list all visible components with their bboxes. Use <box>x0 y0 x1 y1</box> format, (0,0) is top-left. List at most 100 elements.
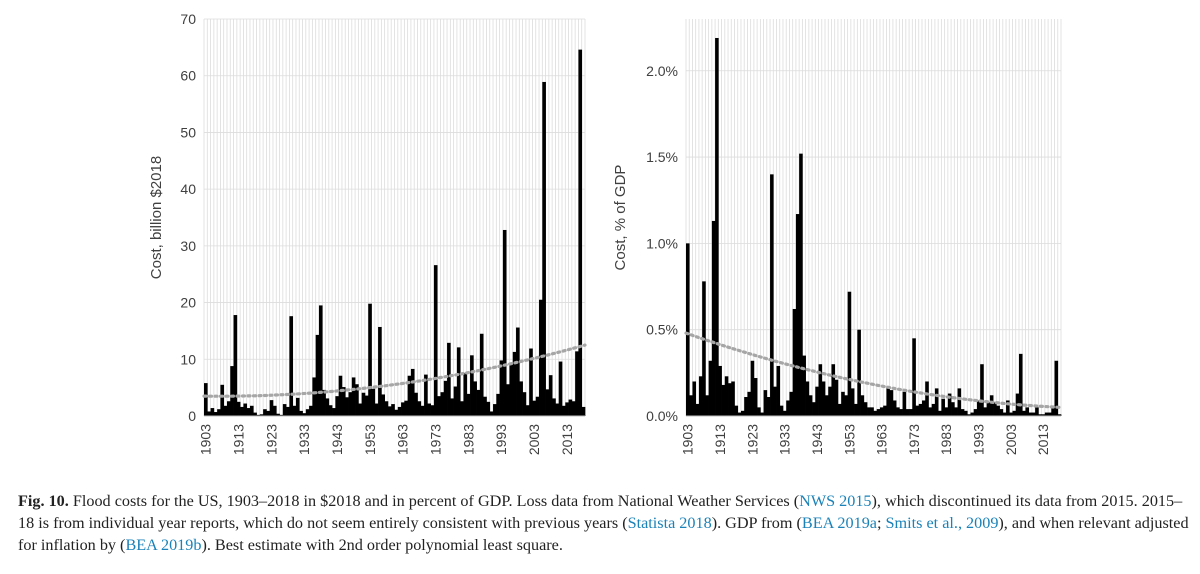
bar-year-1910 <box>226 401 231 416</box>
bar-year-1946 <box>825 395 829 416</box>
bar-year-1950 <box>837 403 842 416</box>
bar-year-1994 <box>980 364 984 416</box>
bar-year-1917 <box>731 381 735 416</box>
bar-year-1999 <box>519 381 523 416</box>
caption-text-5: ), and when relevant adjusted for inflat… <box>18 514 1189 554</box>
bar-year-2006 <box>1018 353 1023 416</box>
y-tick-label: 0.5% <box>646 322 678 338</box>
bar-year-1968 <box>417 401 422 416</box>
bar-year-1957 <box>381 394 385 416</box>
bar-year-1987 <box>479 333 484 416</box>
bar-year-1973 <box>433 265 438 416</box>
bar-year-1933 <box>782 410 787 416</box>
x-tick-label: 1953 <box>841 424 857 455</box>
bar-year-1974 <box>437 396 441 416</box>
bar-year-1943 <box>335 396 340 416</box>
bar-year-1954 <box>850 388 855 416</box>
bar-year-2011 <box>558 361 563 416</box>
bar-year-2004 <box>1012 410 1017 416</box>
x-tick-label: 1923 <box>744 424 760 455</box>
bar-year-1904 <box>207 411 211 416</box>
bar-year-1919 <box>737 412 742 416</box>
bar-year-1972 <box>430 405 435 416</box>
bar-year-1996 <box>509 363 514 416</box>
bar-year-2013 <box>1041 414 1046 416</box>
bar-year-1971 <box>427 403 431 416</box>
bar-year-1907 <box>217 409 221 416</box>
bar-year-1944 <box>338 375 343 416</box>
bar-year-1937 <box>795 214 800 416</box>
bar-year-1928 <box>286 406 290 416</box>
caption-ref-statista[interactable]: Statista 2018 <box>627 514 712 532</box>
caption-ref-bea-2019a[interactable]: BEA 2019a <box>801 514 877 532</box>
bar-year-2017 <box>1054 360 1059 416</box>
y-tick-label: 1.0% <box>646 235 678 251</box>
bar-year-2008 <box>548 375 553 416</box>
bar-year-1904 <box>689 395 693 416</box>
bar-year-1953 <box>368 303 372 416</box>
x-tick-label: 1993 <box>971 424 987 455</box>
bar-year-1971 <box>905 409 910 416</box>
bar-year-1977 <box>447 342 451 416</box>
bar-year-1962 <box>876 409 881 416</box>
bar-year-1978 <box>928 407 933 416</box>
caption-ref-nws[interactable]: NWS 2015 <box>799 492 872 510</box>
bar-year-1918 <box>253 412 257 416</box>
bar-year-1940 <box>805 381 810 416</box>
x-tick-label: 1933 <box>296 424 312 455</box>
bar-year-2006 <box>542 81 546 417</box>
y-tick-label: 30 <box>180 238 196 254</box>
x-tick-label: 2003 <box>1003 424 1019 455</box>
bar-year-1973 <box>912 338 916 416</box>
bar-year-1908 <box>220 384 225 416</box>
bar-year-1990 <box>489 411 494 416</box>
bar-year-2016 <box>1051 405 1055 416</box>
x-tick-label: 1953 <box>362 424 378 455</box>
bar-year-1943 <box>815 386 819 416</box>
bar-year-1941 <box>328 405 333 416</box>
x-tick-label: 1903 <box>198 424 214 455</box>
bar-year-1998 <box>516 327 520 416</box>
bar-year-1940 <box>325 398 330 416</box>
caption-ref-bea-2019b[interactable]: BEA 2019b <box>125 536 202 554</box>
bar-year-1997 <box>989 395 994 416</box>
bar-year-1931 <box>776 365 781 416</box>
bar-year-1903 <box>204 383 208 416</box>
x-tick-label: 1903 <box>680 424 696 455</box>
caption-text-1: Flood costs for the US, 1903–2018 in $20… <box>68 492 800 510</box>
bar-year-1922 <box>266 410 271 416</box>
bar-year-1954 <box>371 388 376 416</box>
bar-year-1924 <box>753 378 758 416</box>
bar-year-1995 <box>506 384 510 416</box>
bar-year-2004 <box>535 396 540 416</box>
bar-year-1986 <box>954 407 958 416</box>
bar-year-1986 <box>476 389 481 416</box>
bar-year-1956 <box>857 329 861 416</box>
bar-year-1947 <box>828 386 832 416</box>
y-tick-label: 0 <box>188 408 196 424</box>
bar-year-1976 <box>443 380 448 416</box>
bar-year-1958 <box>863 402 868 416</box>
bar-year-1912 <box>233 315 238 416</box>
bar-year-1910 <box>708 360 713 416</box>
chart-flood-cost-gdp: 0.0% 0.5% 1.0% 1.5% 2.0% 1903 1913 1923 1933 1943… <box>612 19 1063 455</box>
bar-year-2007 <box>1022 410 1026 416</box>
y-tick-label: 1.5% <box>646 149 678 165</box>
y-tick-label: 70 <box>180 11 196 27</box>
x-tick-label: 1963 <box>395 424 411 455</box>
y-tick-label: 0.0% <box>646 408 678 424</box>
x-tick-label: 1943 <box>329 424 345 455</box>
bar-year-1942 <box>812 402 816 416</box>
bar-year-1989 <box>486 401 491 416</box>
bar-year-1911 <box>711 220 716 416</box>
bar-year-1956 <box>378 326 382 416</box>
x-tick-label: 1983 <box>460 424 476 455</box>
caption-ref-smits[interactable]: Smits et al., 2009 <box>885 514 999 532</box>
bar-year-1923 <box>750 360 755 416</box>
bar-year-1985 <box>473 381 477 416</box>
bar-year-1975 <box>918 403 923 416</box>
bar-year-2017 <box>578 49 583 417</box>
bar-year-1914 <box>240 406 244 416</box>
bar-year-2003 <box>532 400 537 416</box>
bar-year-2008 <box>1025 407 1030 416</box>
